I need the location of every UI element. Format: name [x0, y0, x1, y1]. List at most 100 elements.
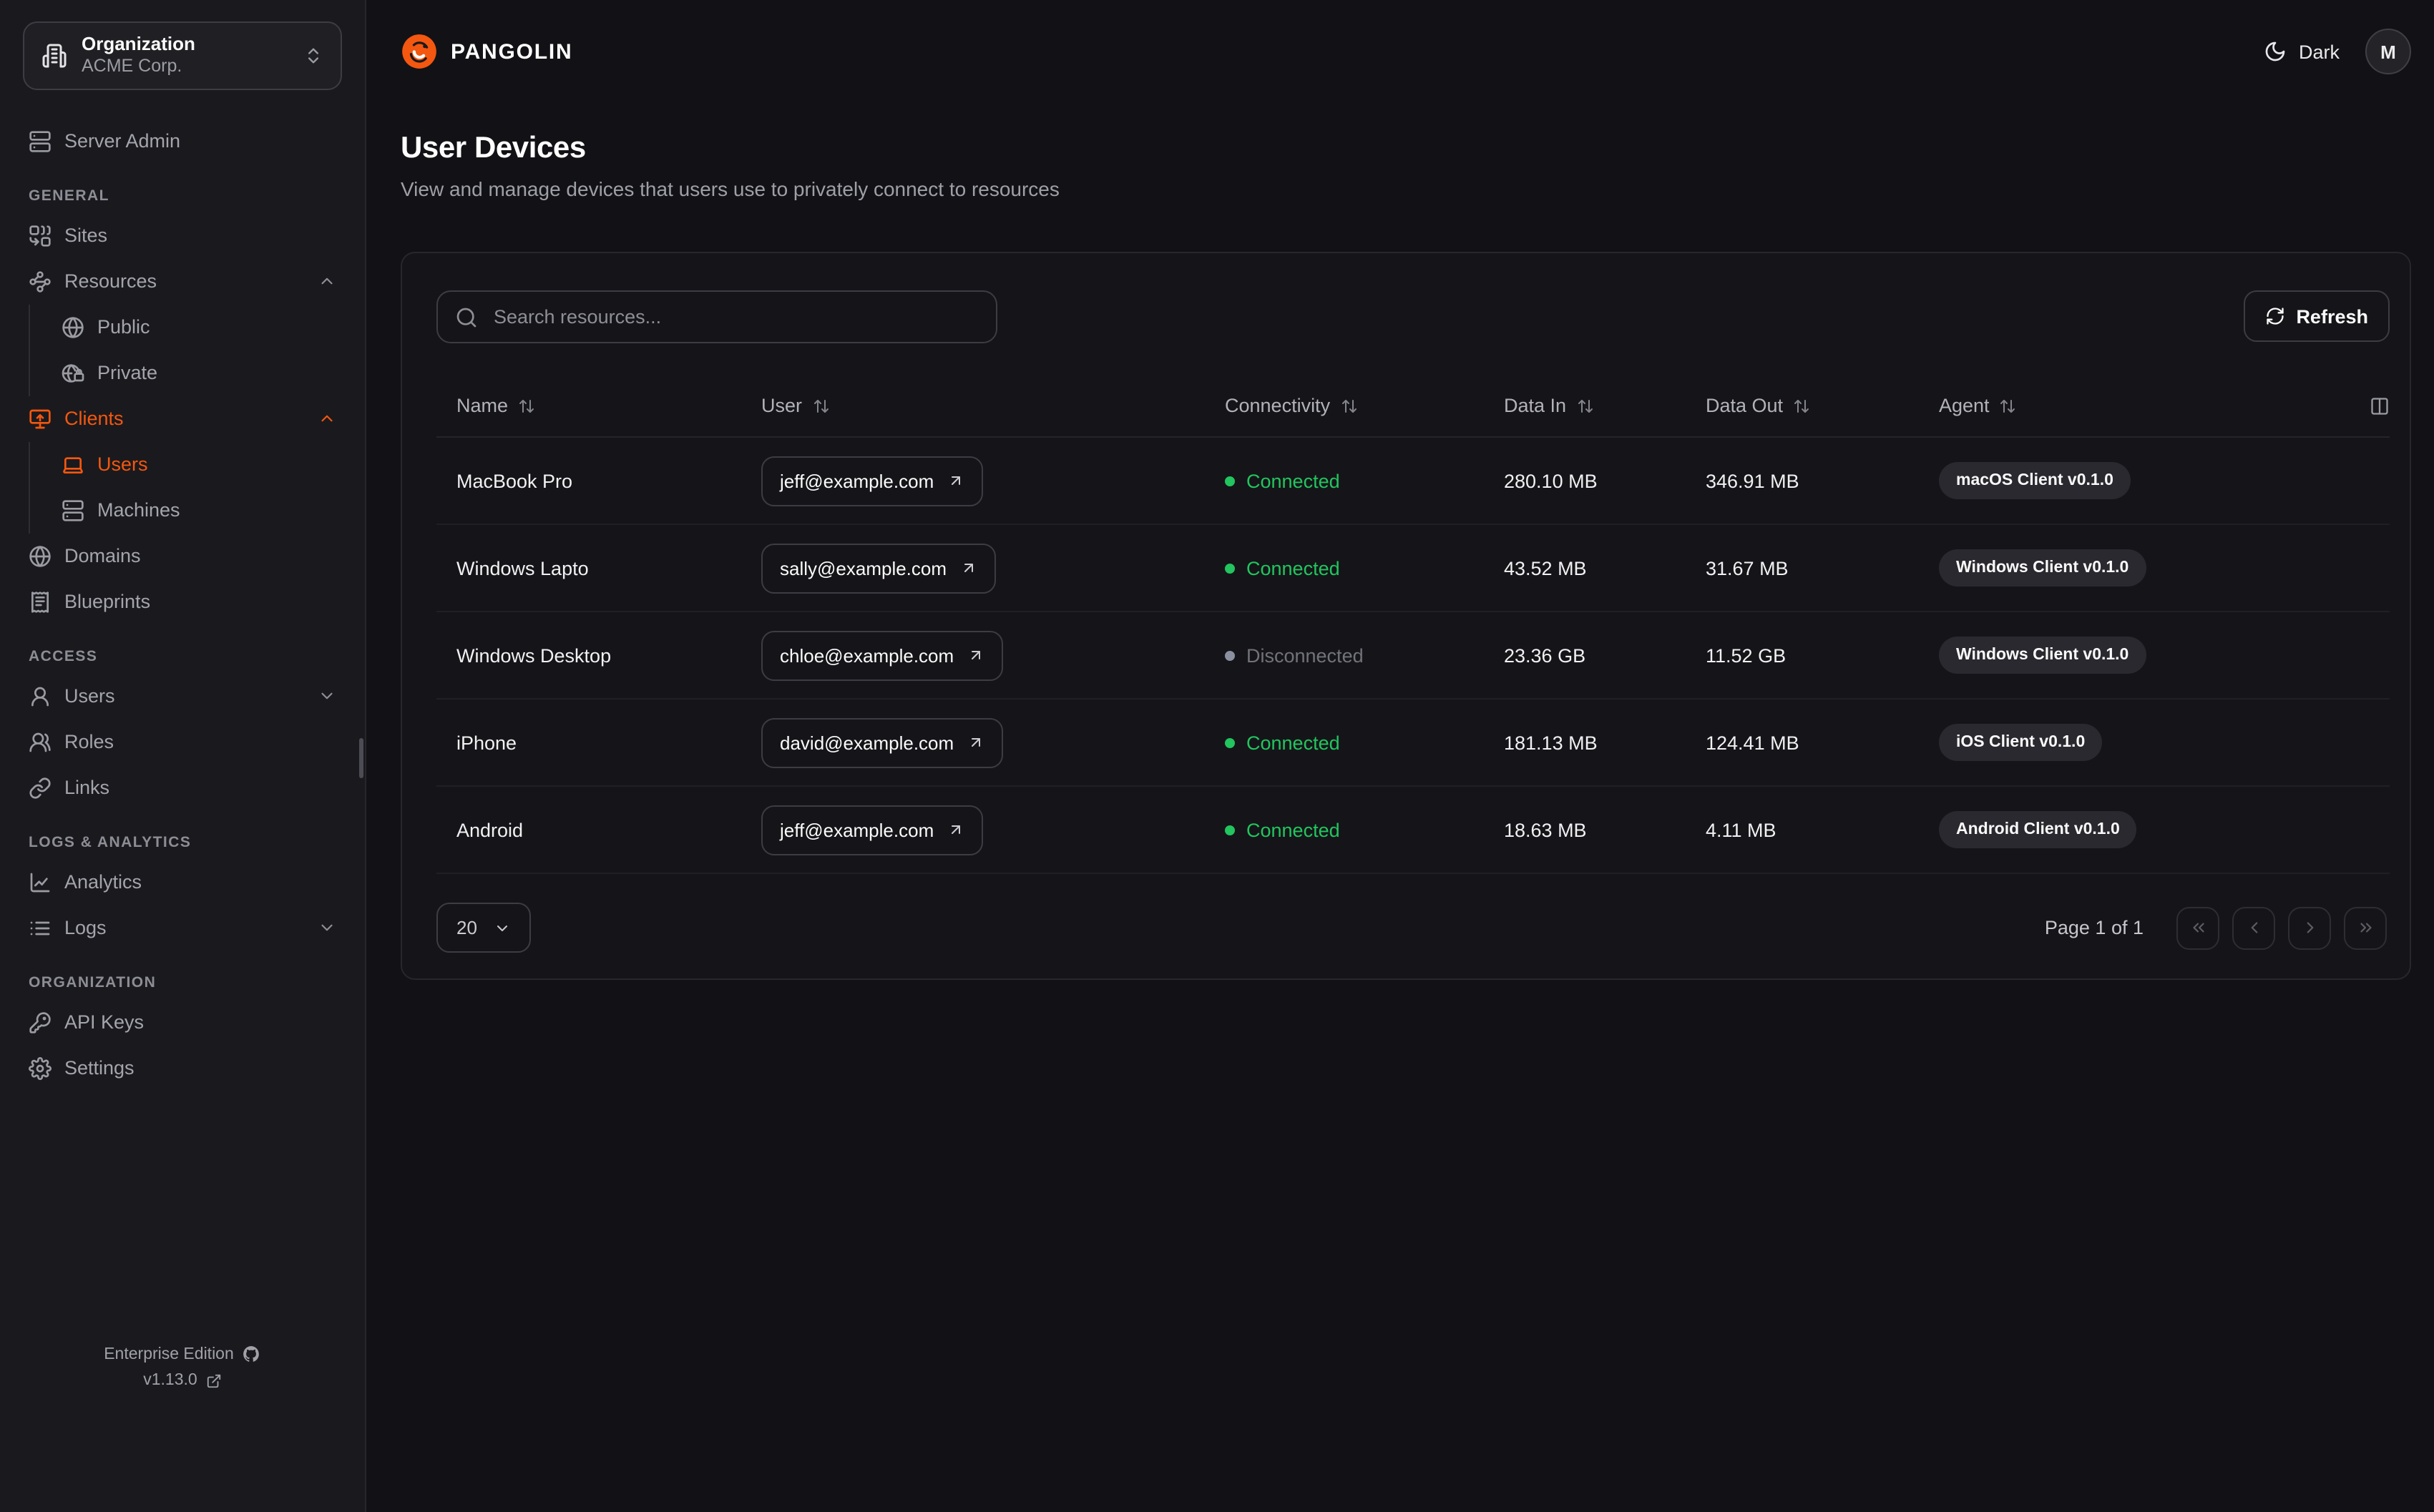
sidebar-item-clients-users[interactable]: Users — [30, 442, 342, 488]
topbar: PANGOLIN Dark M — [401, 29, 2411, 74]
first-page-button[interactable] — [2176, 906, 2219, 949]
chevrons-right-icon — [2356, 918, 2375, 937]
theme-toggle[interactable]: Dark — [2264, 40, 2340, 63]
chevron-down-icon — [318, 687, 336, 706]
avatar[interactable]: M — [2365, 29, 2411, 74]
agent-badge: Windows Client v0.1.0 — [1939, 549, 2146, 586]
arrow-up-right-icon — [967, 647, 984, 664]
sidebar-item-domains[interactable]: Domains — [23, 534, 342, 579]
users-icon — [29, 731, 52, 754]
globe-icon — [29, 545, 52, 568]
monitor-up-icon — [29, 408, 52, 431]
chevron-down-icon — [494, 919, 512, 936]
sidebar-item-blueprints[interactable]: Blueprints — [23, 579, 342, 625]
chart-line-icon — [29, 871, 52, 894]
org-label: Organization — [82, 33, 195, 54]
user-link[interactable]: chloe@example.com — [761, 630, 1003, 680]
last-page-button[interactable] — [2344, 906, 2387, 949]
external-link-icon — [206, 1373, 222, 1388]
moon-icon — [2264, 40, 2287, 63]
sidebar-scrollbar-thumb[interactable] — [359, 738, 363, 778]
sidebar-item-api-keys[interactable]: API Keys — [23, 1000, 342, 1046]
sidebar-item-clients[interactable]: Clients — [23, 396, 342, 442]
agent-badge: Android Client v0.1.0 — [1939, 811, 2137, 848]
sidebar: Organization ACME Corp. Server Admin GEN… — [0, 0, 366, 1512]
data-out-value: 124.41 MB — [1706, 732, 1799, 753]
user-link[interactable]: jeff@example.com — [761, 805, 983, 855]
section-label-organization: ORGANIZATION — [29, 973, 157, 991]
sidebar-item-links[interactable]: Links — [23, 765, 342, 811]
search-box[interactable] — [436, 290, 997, 343]
chevron-up-icon — [318, 273, 336, 291]
sort-icon — [518, 397, 535, 414]
connectivity-status: Connected — [1225, 558, 1340, 579]
sidebar-item-access-users[interactable]: Users — [23, 674, 342, 720]
laptop-icon — [62, 453, 84, 476]
link-icon — [29, 777, 52, 800]
arrow-up-right-icon — [947, 821, 964, 838]
column-header-data-in[interactable]: Data In — [1504, 395, 1706, 416]
data-in-value: 181.13 MB — [1504, 732, 1598, 753]
connectivity-status: Disconnected — [1225, 645, 1364, 667]
previous-page-button[interactable] — [2232, 906, 2275, 949]
globe-lock-icon — [62, 362, 84, 385]
globe-icon — [62, 316, 84, 339]
sidebar-item-logs[interactable]: Logs — [23, 905, 342, 951]
refresh-icon — [2264, 306, 2284, 326]
search-icon — [455, 305, 478, 328]
resources-subgroup: Public Private — [29, 304, 342, 396]
data-in-value: 18.63 MB — [1504, 819, 1587, 840]
chevrons-up-down-icon — [303, 46, 323, 66]
org-switcher[interactable]: Organization ACME Corp. — [23, 21, 342, 90]
device-name: Windows Desktop — [456, 644, 612, 666]
sidebar-item-resources[interactable]: Resources — [23, 259, 342, 305]
list-icon — [29, 917, 52, 940]
section-label-general: GENERAL — [29, 187, 109, 205]
version-link[interactable]: v1.13.0 — [23, 1372, 342, 1389]
device-name: Android — [456, 819, 524, 840]
sidebar-item-settings[interactable]: Settings — [23, 1046, 342, 1091]
sidebar-nav: Server Admin GENERAL Sites Resources Pub… — [23, 119, 342, 1091]
main-content: PANGOLIN Dark M User Devices View and ma… — [366, 0, 2434, 1512]
sidebar-item-public[interactable]: Public — [30, 305, 342, 350]
agent-badge: macOS Client v0.1.0 — [1939, 462, 2131, 499]
arrow-up-right-icon — [959, 559, 977, 576]
table-row: Windows Desktop chloe@example.com Discon… — [436, 612, 2390, 699]
sort-icon — [812, 397, 829, 414]
page-size-select[interactable]: 20 — [436, 903, 532, 953]
sort-icon — [1793, 397, 1810, 414]
edition-link[interactable]: Enterprise Edition — [23, 1345, 342, 1363]
agent-badge: Windows Client v0.1.0 — [1939, 637, 2146, 674]
column-header-connectivity[interactable]: Connectivity — [1225, 395, 1504, 416]
devices-card: Refresh Name User Connectivity Data In — [401, 252, 2411, 980]
columns-visibility-button[interactable] — [2332, 396, 2390, 416]
next-page-button[interactable] — [2288, 906, 2331, 949]
sites-icon — [29, 225, 52, 247]
sidebar-item-server-admin[interactable]: Server Admin — [23, 119, 342, 165]
chevrons-left-icon — [2189, 918, 2207, 937]
sidebar-item-machines[interactable]: Machines — [30, 488, 342, 534]
sidebar-item-roles[interactable]: Roles — [23, 720, 342, 765]
user-link[interactable]: jeff@example.com — [761, 456, 983, 506]
table-row: Windows Lapto sally@example.com Connecte… — [436, 525, 2390, 612]
search-input[interactable] — [491, 305, 979, 329]
section-label-logs-analytics: LOGS & ANALYTICS — [29, 833, 192, 851]
brand-logo[interactable]: PANGOLIN — [401, 33, 573, 70]
sidebar-item-private[interactable]: Private — [30, 350, 342, 396]
sort-icon — [1340, 397, 1357, 414]
chevron-left-icon — [2244, 918, 2263, 937]
column-header-user[interactable]: User — [761, 395, 1225, 416]
column-header-agent[interactable]: Agent — [1939, 395, 2332, 416]
user-link[interactable]: sally@example.com — [761, 543, 996, 593]
sidebar-item-analytics[interactable]: Analytics — [23, 860, 342, 905]
column-header-name[interactable]: Name — [456, 395, 761, 416]
sidebar-item-sites[interactable]: Sites — [23, 213, 342, 259]
arrow-up-right-icon — [947, 472, 964, 489]
sidebar-footer: Enterprise Edition v1.13.0 — [23, 1336, 342, 1512]
pangolin-logo-icon — [401, 33, 438, 70]
data-in-value: 23.36 GB — [1504, 644, 1586, 666]
column-header-data-out[interactable]: Data Out — [1706, 395, 1939, 416]
refresh-button[interactable]: Refresh — [2243, 290, 2390, 342]
page-info: Page 1 of 1 — [2044, 917, 2144, 938]
user-link[interactable]: david@example.com — [761, 717, 1003, 767]
